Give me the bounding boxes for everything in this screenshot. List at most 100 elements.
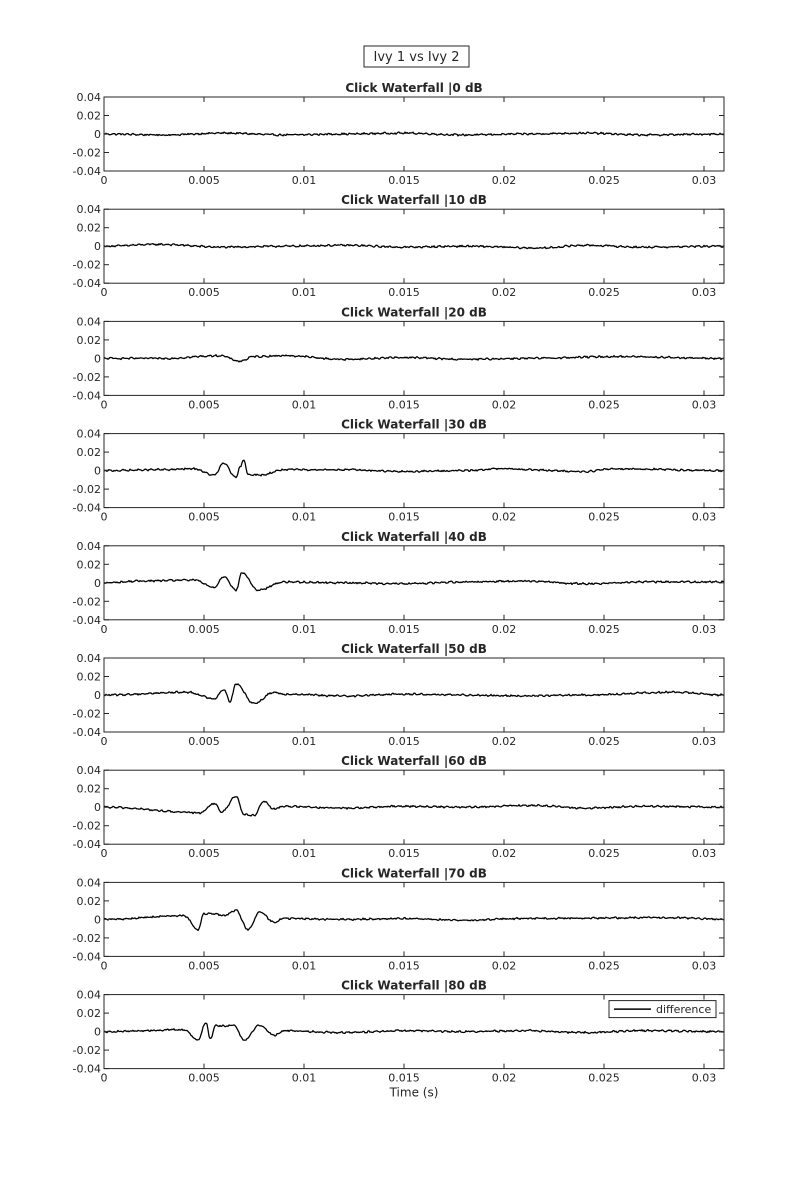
data-trace — [103, 459, 725, 479]
data-trace — [103, 909, 725, 932]
x-tick-label: 0 — [101, 959, 108, 972]
y-tick-label: 0.04 — [77, 540, 102, 553]
x-tick-label: 0.01 — [292, 511, 317, 524]
y-tick-label: 0 — [94, 913, 101, 926]
x-tick-label: 0.015 — [388, 286, 420, 299]
x-tick-label: 0.025 — [588, 1072, 620, 1085]
subplot-title: Click Waterfall |70 dB — [341, 866, 487, 880]
subplot: Click Waterfall |80 dB 0 0.005 0.01 0.015 0.0… — [73, 979, 725, 1100]
y-tick-label: -0.04 — [73, 614, 101, 627]
x-tick-label: 0 — [101, 1072, 108, 1085]
y-tick-label: 0.02 — [77, 1007, 102, 1020]
y-tick-label: -0.02 — [73, 483, 101, 496]
subplot-title: Click Waterfall |60 dB — [341, 754, 487, 768]
x-tick-label: 0.03 — [692, 398, 717, 411]
subplot: Click Waterfall |10 dB 0 0.005 0.01 0.015 0.0… — [73, 193, 725, 299]
x-tick-label: 0.03 — [692, 735, 717, 748]
x-tick-label: 0 — [101, 623, 108, 636]
axes-box — [103, 769, 725, 845]
x-tick-label: 0.025 — [588, 511, 620, 524]
y-tick-label: 0.04 — [77, 203, 102, 216]
data-trace — [103, 242, 725, 250]
y-tick-label: 0.02 — [77, 783, 102, 796]
legend-label: difference — [656, 1003, 711, 1016]
y-tick-label: 0.04 — [77, 989, 102, 1002]
x-tick-label: 0.005 — [188, 1072, 220, 1085]
y-tick-label: 0 — [94, 352, 101, 365]
x-tick-label: 0.02 — [492, 623, 517, 636]
y-tick-label: 0.04 — [77, 764, 102, 777]
y-tick-label: 0.02 — [77, 671, 102, 684]
data-trace — [103, 1022, 725, 1041]
x-tick-label: 0.01 — [292, 959, 317, 972]
x-tick-label: 0.005 — [188, 511, 220, 524]
data-trace — [103, 354, 725, 363]
y-tick-label: -0.04 — [73, 165, 101, 178]
y-tick-label: 0 — [94, 577, 101, 590]
data-trace — [103, 572, 725, 592]
x-tick-label: 0.02 — [492, 735, 517, 748]
x-tick-label: 0.02 — [492, 847, 517, 860]
x-tick-label: 0.01 — [292, 847, 317, 860]
x-tick-label: 0.03 — [692, 623, 717, 636]
x-tick-label: 0.01 — [292, 735, 317, 748]
x-tick-label: 0 — [101, 735, 108, 748]
y-tick-label: -0.02 — [73, 371, 101, 384]
y-tick-label: -0.04 — [73, 389, 101, 402]
x-tick-label: 0.025 — [588, 959, 620, 972]
x-tick-label: 0.02 — [492, 174, 517, 187]
y-tick-label: 0 — [94, 1026, 101, 1039]
y-tick-label: 0.04 — [77, 876, 102, 889]
subplot-title: Click Waterfall |30 dB — [341, 418, 487, 432]
y-tick-label: -0.02 — [73, 595, 101, 608]
y-tick-label: -0.04 — [73, 1063, 101, 1076]
y-tick-label: 0 — [94, 128, 101, 141]
x-tick-label: 0 — [101, 511, 108, 524]
subplot-panels: Click Waterfall |0 dB 0 0.005 0.01 0.015 0.02… — [73, 81, 725, 1100]
y-tick-label: -0.02 — [73, 1044, 101, 1057]
subplot-title: Click Waterfall |80 dB — [341, 979, 487, 993]
x-tick-label: 0.01 — [292, 1072, 317, 1085]
axes-box — [103, 320, 725, 396]
subplot-title: Click Waterfall |20 dB — [341, 305, 487, 319]
x-tick-label: 0.005 — [188, 286, 220, 299]
subplot: Click Waterfall |50 dB 0 0.005 0.01 0.015 0.0… — [73, 642, 725, 748]
subplot-title: Click Waterfall |50 dB — [341, 642, 487, 656]
x-tick-label: 0.015 — [388, 511, 420, 524]
y-tick-label: 0.02 — [77, 222, 102, 235]
x-tick-label: 0.01 — [292, 174, 317, 187]
x-tick-label: 0.01 — [292, 286, 317, 299]
x-tick-label: 0.02 — [492, 398, 517, 411]
x-tick-label: 0.005 — [188, 398, 220, 411]
legend-box — [608, 1000, 717, 1019]
y-tick-label: -0.02 — [73, 147, 101, 160]
y-tick-label: -0.04 — [73, 950, 101, 963]
x-tick-label: 0.015 — [388, 398, 420, 411]
x-tick-label: 0.025 — [588, 735, 620, 748]
subplot-title: Click Waterfall |40 dB — [341, 530, 487, 544]
x-tick-label: 0.025 — [588, 286, 620, 299]
subplot-title: Click Waterfall |0 dB — [345, 81, 482, 95]
x-tick-label: 0.03 — [692, 511, 717, 524]
x-tick-label: 0.015 — [388, 959, 420, 972]
x-tick-label: 0.03 — [692, 959, 717, 972]
y-tick-label: 0 — [94, 465, 101, 478]
x-tick-label: 0.025 — [588, 174, 620, 187]
figure-title-frame — [363, 45, 470, 68]
data-trace — [103, 131, 725, 137]
x-tick-label: 0.02 — [492, 959, 517, 972]
legend: difference — [608, 1000, 717, 1019]
x-tick-label: 0.005 — [188, 735, 220, 748]
x-tick-label: 0.01 — [292, 398, 317, 411]
y-tick-label: 0.02 — [77, 558, 102, 571]
figure-title: Ivy 1 vs Ivy 2 — [374, 50, 460, 65]
x-tick-label: 0.03 — [692, 286, 717, 299]
x-tick-label: 0.025 — [588, 847, 620, 860]
x-tick-label: 0.02 — [492, 286, 517, 299]
x-tick-label: 0.01 — [292, 623, 317, 636]
x-tick-label: 0.02 — [492, 1072, 517, 1085]
subplot: Click Waterfall |60 dB 0 0.005 0.01 0.015 0.0… — [73, 754, 725, 860]
y-tick-label: -0.02 — [73, 708, 101, 721]
data-trace — [103, 796, 725, 817]
